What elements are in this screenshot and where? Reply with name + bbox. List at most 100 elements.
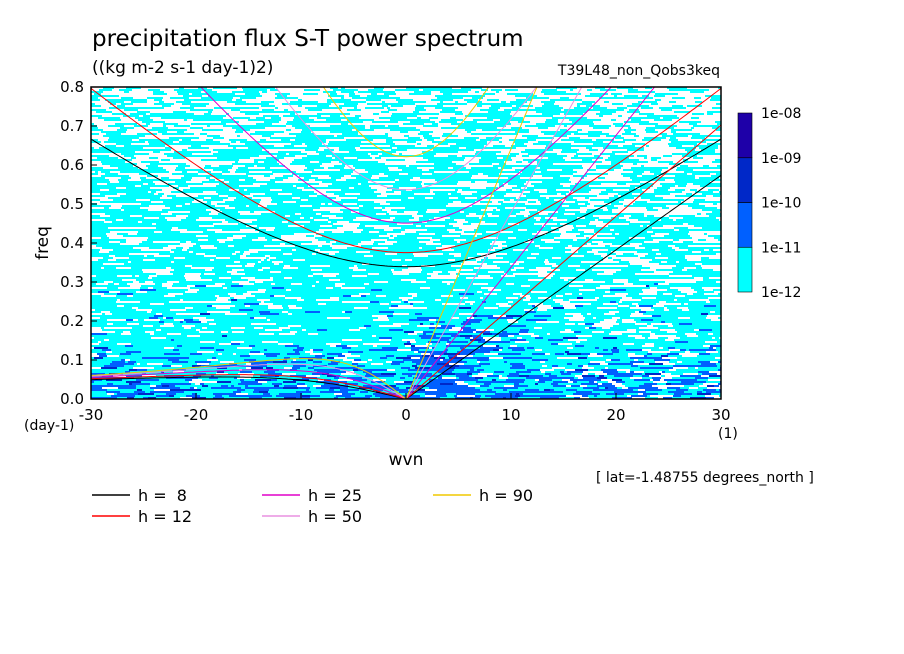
heat-cell [468,269,473,271]
heat-cell [592,139,596,141]
heat-cell [168,359,179,361]
heat-cell [523,117,538,119]
heat-cell [589,185,594,187]
heat-cell [660,329,675,331]
heat-cell [624,199,640,201]
heat-cell [469,183,472,185]
heat-cell [457,121,464,123]
heat-cell [373,389,383,391]
heat-cell [696,95,705,97]
heat-cell [630,263,634,265]
heat-cell [657,159,673,161]
heat-cell [144,93,153,95]
heat-cell [565,329,571,331]
heat-cell [103,129,117,131]
heat-cell [187,335,200,337]
heat-cell [661,151,671,153]
heat-cell [688,245,701,247]
heat-cell [609,127,620,129]
heat-cell [326,133,331,135]
heat-cell [130,215,142,217]
heat-cell [295,113,307,115]
heat-cell [676,137,681,139]
heat-cell [332,151,342,153]
heat-cell [171,261,174,263]
heat-cell [502,97,513,99]
heat-cell [459,227,469,229]
heat-cell [379,311,394,313]
heat-cell [687,183,693,185]
heat-cell [516,151,521,153]
heat-cell [599,155,610,157]
heat-cell [518,87,533,89]
heat-cell [549,375,557,377]
heat-cell [658,235,664,237]
heat-cell [695,377,708,379]
heat-cell [213,109,216,111]
heat-cell [652,249,659,251]
heat-cell [192,153,206,155]
heat-cell [262,149,274,151]
heat-cell [694,299,700,301]
heat-cell [166,161,171,163]
heat-cell [588,201,604,203]
heat-cell [175,105,190,107]
heat-cell [385,101,395,103]
heat-cell [461,153,475,155]
heat-cell [215,205,225,207]
heat-cell [168,217,173,219]
heat-cell [342,311,345,313]
heat-cell [172,147,188,149]
heat-cell [359,171,368,173]
heat-cell [493,247,502,249]
heat-cell [677,361,682,363]
heat-cell [532,305,535,307]
heat-cell [264,349,267,351]
heat-cell [169,119,184,121]
heat-cell [582,165,596,167]
heat-cell [464,165,478,167]
heat-cell [267,259,270,261]
heat-cell [718,369,721,371]
heat-cell [514,381,524,383]
heat-cell [705,199,720,201]
heat-cell [609,101,622,103]
heat-cell [624,109,629,111]
heat-cell [371,363,383,365]
heat-cell [152,135,162,137]
heat-cell [171,365,182,367]
heat-cell [256,115,263,117]
heat-cell [560,95,569,97]
heat-cell [689,349,705,351]
heat-cell [428,341,440,343]
heat-cell [513,185,517,187]
heat-cell [275,375,279,377]
heat-cell [334,149,339,151]
heat-cell [659,371,662,373]
heat-cell [185,273,201,275]
heat-cell [449,253,461,255]
heat-cell [138,91,153,93]
heat-cell [553,115,569,117]
heat-cell [279,327,290,329]
heat-cell [98,341,101,343]
heat-cell [319,183,332,185]
heat-cell [334,357,347,359]
heat-cell [281,119,293,121]
heat-cell [493,119,500,121]
heat-cell [694,87,703,89]
heat-cell [419,247,422,249]
heat-cell [402,111,413,113]
heat-cell [535,349,542,351]
heat-cell [506,125,514,127]
heat-cell [628,179,632,181]
heat-cell [512,349,525,351]
heat-cell [293,359,296,361]
heat-cell [378,243,393,245]
heat-cell [139,105,143,107]
heat-cell [502,169,515,171]
heat-cell [712,337,715,339]
heat-cell [375,395,386,397]
heat-cell [577,297,583,299]
heat-cell [472,375,487,377]
